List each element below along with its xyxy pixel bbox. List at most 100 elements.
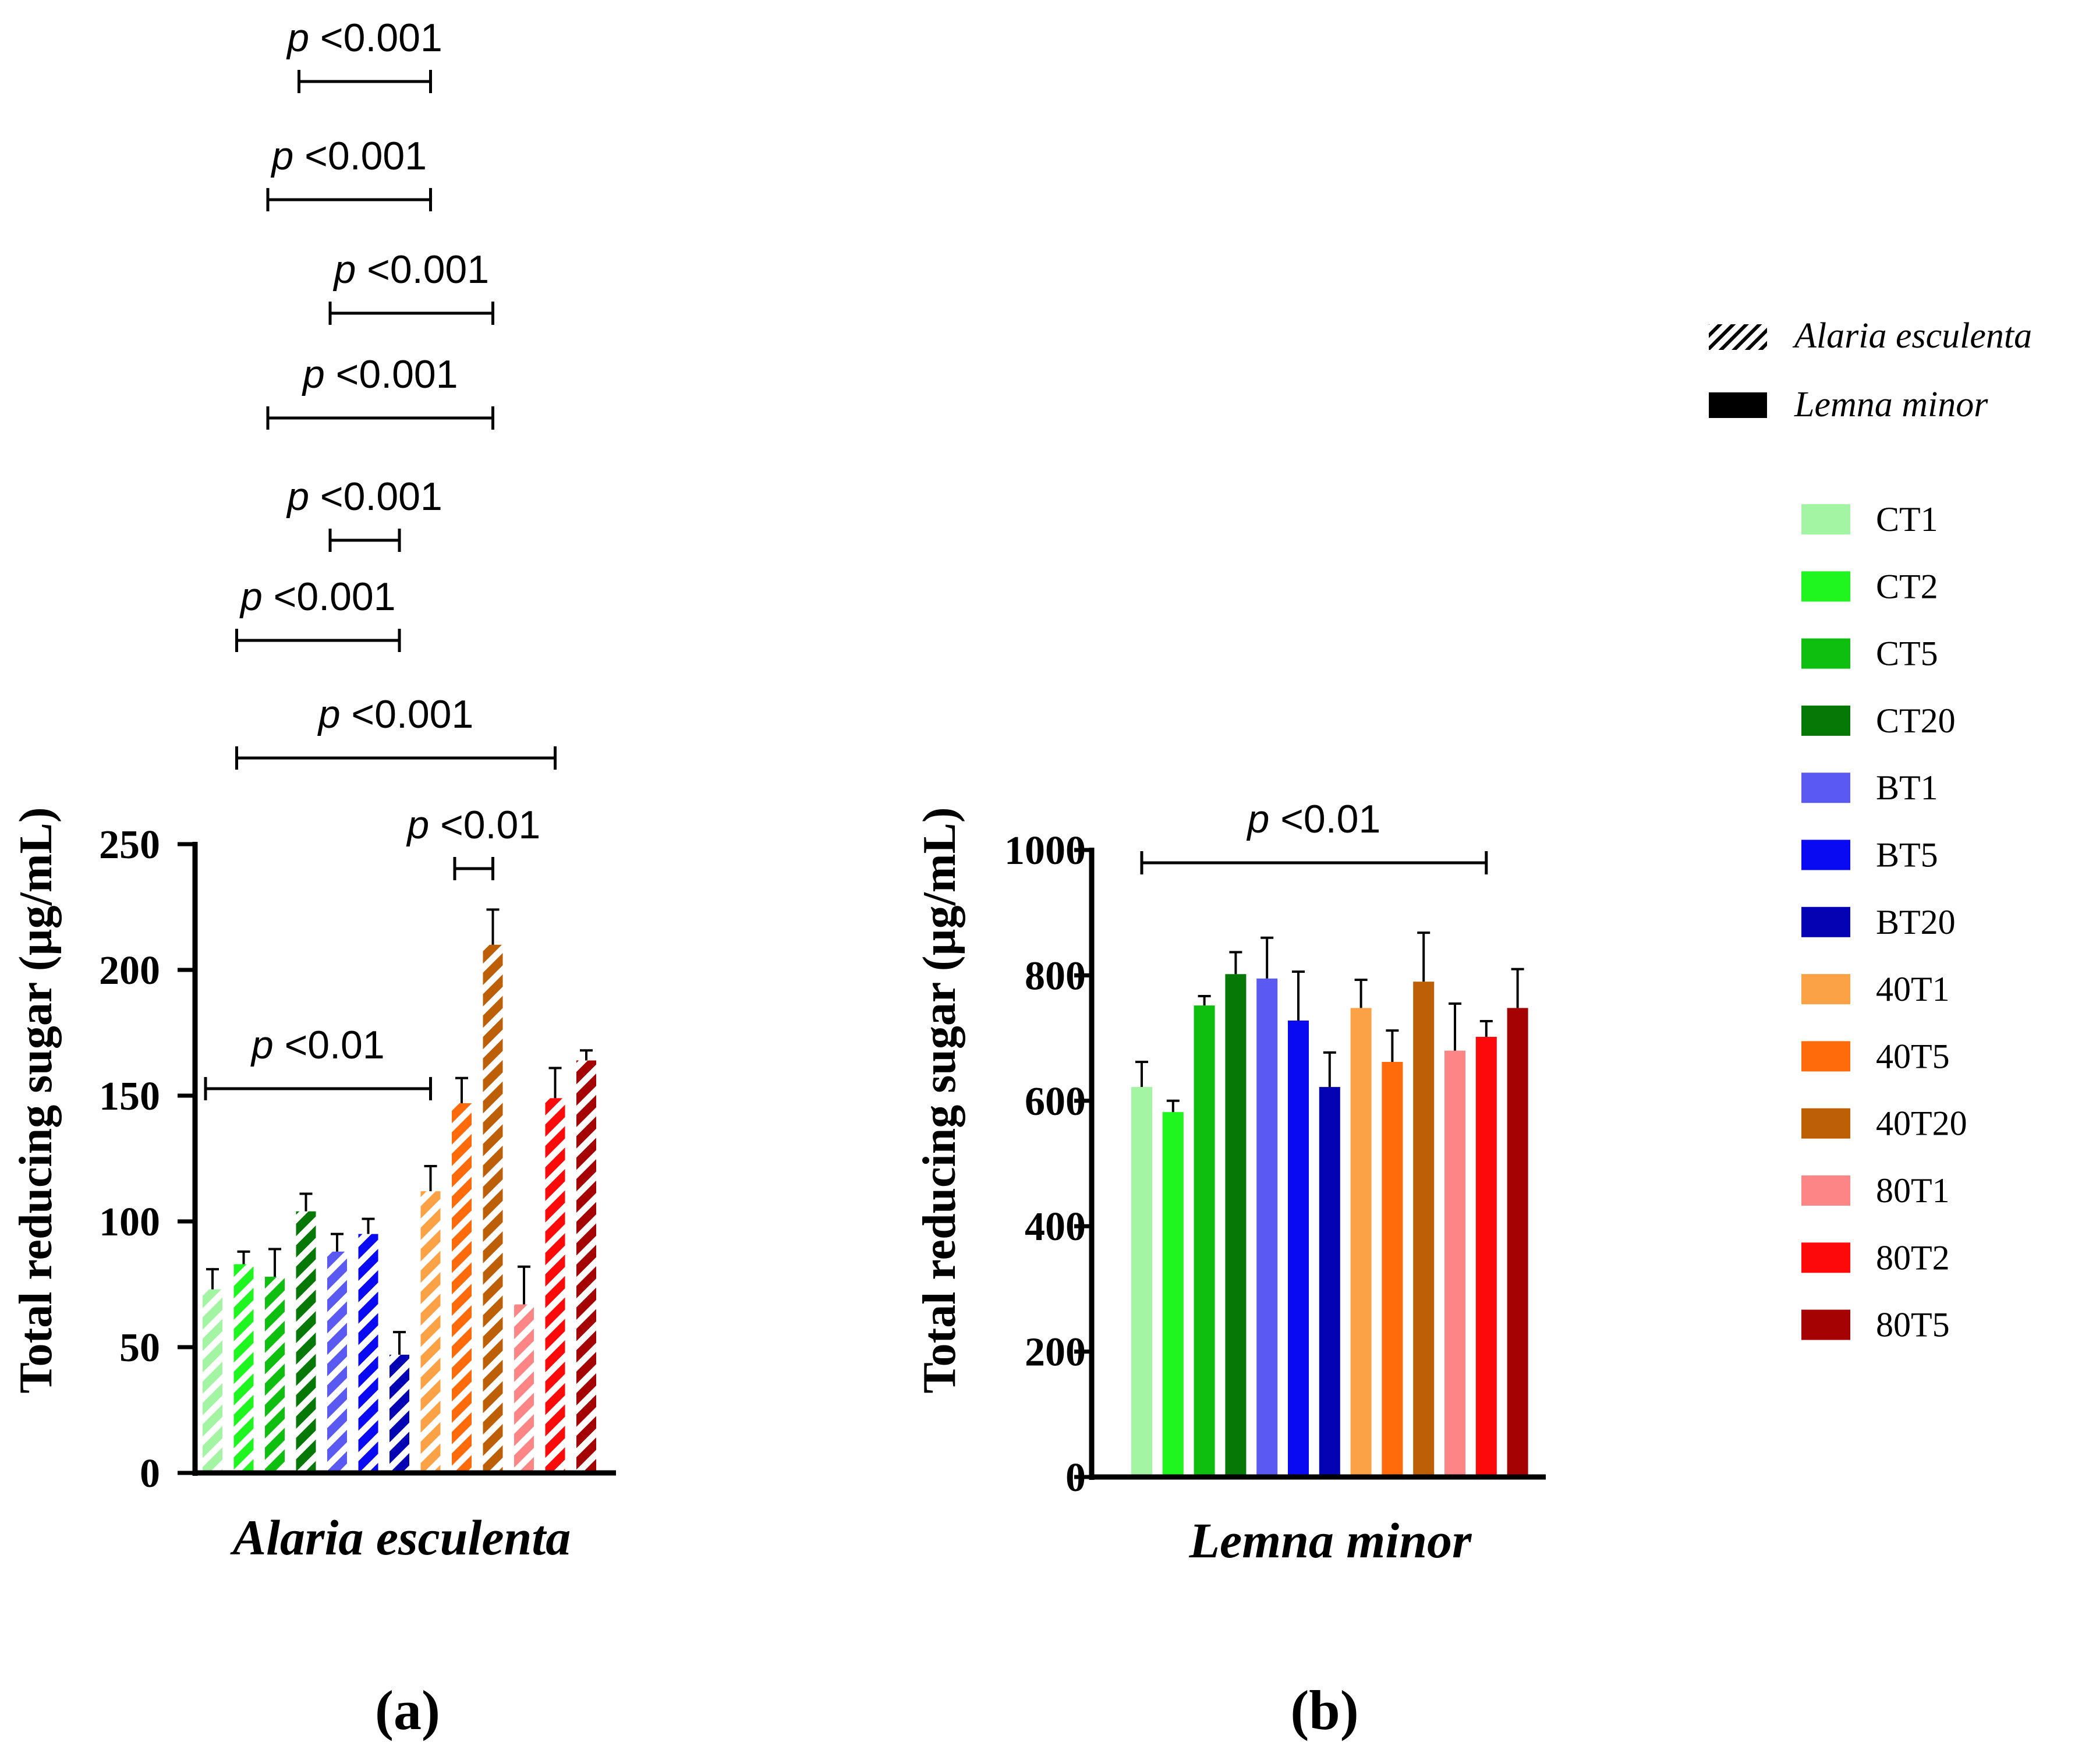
y-tick-label-b-0: 0 bbox=[1065, 1455, 1086, 1500]
significance-bracket-a-8: p <0.01 bbox=[406, 803, 540, 880]
legend-swatch-80T1 bbox=[1801, 1175, 1850, 1206]
p-value-label: p <0.001 bbox=[286, 474, 442, 519]
chart-panel-b: p <0.01 0 200 400 600 800 1000 Total reducing… bbox=[914, 797, 1546, 1741]
bar-b-BT5 bbox=[1288, 1020, 1309, 1477]
legend-swatch-CT1 bbox=[1801, 504, 1850, 534]
chart-panel-a: p <0.001 p <0.001 p <0.001 p <0.001 p <0.001… bbox=[10, 16, 616, 1741]
y-tick-label-a-150: 150 bbox=[99, 1074, 160, 1119]
p-value-label: p <0.001 bbox=[317, 692, 474, 736]
bar-a-80T2 bbox=[545, 1098, 565, 1473]
legend-item-CT1: CT1 bbox=[1801, 500, 1938, 539]
p-value-label: p <0.01 bbox=[250, 1023, 385, 1067]
legend-swatch-CT20 bbox=[1801, 705, 1850, 736]
bar-b-80T1 bbox=[1444, 1050, 1465, 1477]
p-value-label: p <0.001 bbox=[270, 134, 427, 178]
legend-label-CT20: CT20 bbox=[1876, 702, 1956, 740]
bar-a-CT2 bbox=[233, 1264, 254, 1473]
legend-label-BT20: BT20 bbox=[1876, 903, 1956, 941]
legend-item-CT5: CT5 bbox=[1801, 635, 1938, 673]
legend-swatch-80T5 bbox=[1801, 1309, 1850, 1340]
panel-label-b: (b) bbox=[1290, 1679, 1358, 1741]
legend-item-40T1: 40T1 bbox=[1801, 970, 1950, 1008]
legend-label-CT5: CT5 bbox=[1876, 635, 1938, 673]
y-tick-label-b-800: 800 bbox=[1025, 954, 1086, 998]
legend-item-40T5: 40T5 bbox=[1801, 1037, 1950, 1075]
y-tick-label-a-250: 250 bbox=[99, 823, 160, 867]
y-tick-label-b-1000: 1000 bbox=[1004, 828, 1086, 873]
x-axis-label-a: Alaria esculenta bbox=[230, 1510, 571, 1565]
legend-group-list: CT1 CT2 CT5 CT20 BT1 BT5 BT20 40T1 40T5 40T20 80T1… bbox=[1801, 500, 1967, 1344]
bar-a-80T5 bbox=[576, 1060, 596, 1473]
bar-a-CT5 bbox=[265, 1277, 285, 1473]
significance-annotations-a: p <0.001 p <0.001 p <0.001 p <0.001 p <0.001… bbox=[204, 16, 557, 1100]
legend-label-40T5: 40T5 bbox=[1876, 1037, 1950, 1075]
axes-a: 0 50 100 150 200 250 bbox=[99, 823, 616, 1496]
bar-a-CT20 bbox=[296, 1211, 316, 1473]
bar-b-80T5 bbox=[1507, 1008, 1528, 1477]
legend-label-BT1: BT1 bbox=[1876, 768, 1938, 807]
bar-a-BT1 bbox=[327, 1251, 347, 1473]
legend-item-80T5: 80T5 bbox=[1801, 1306, 1950, 1344]
bar-b-CT5 bbox=[1194, 1005, 1215, 1477]
y-tick-label-a-0: 0 bbox=[140, 1451, 160, 1496]
significance-bracket-b-1: p <0.01 bbox=[1140, 797, 1488, 874]
significance-bracket-a-5: p <0.001 bbox=[286, 474, 442, 552]
bar-b-CT1 bbox=[1131, 1087, 1152, 1477]
bar-a-40T5 bbox=[452, 1103, 472, 1473]
y-tick-label-a-50: 50 bbox=[119, 1326, 160, 1370]
significance-bracket-a-3: p <0.001 bbox=[328, 247, 494, 325]
p-value-label: p <0.01 bbox=[406, 803, 540, 847]
legend-swatch-40T1 bbox=[1801, 974, 1850, 1005]
significance-bracket-a-9: p <0.01 bbox=[204, 1023, 432, 1100]
bar-series-b bbox=[1131, 931, 1528, 1477]
legend-swatch-BT20 bbox=[1801, 906, 1850, 937]
y-tick-label-b-400: 400 bbox=[1025, 1205, 1086, 1249]
legend-item-40T20: 40T20 bbox=[1801, 1104, 1967, 1143]
legend-label-80T2: 80T2 bbox=[1876, 1238, 1950, 1277]
legend-label-80T1: 80T1 bbox=[1876, 1171, 1950, 1210]
legend-label-BT5: BT5 bbox=[1876, 836, 1938, 874]
legend-label-solid: Lemna minor bbox=[1794, 385, 1988, 424]
x-axis-label-b: Lemna minor bbox=[1188, 1512, 1472, 1568]
p-value-label: p <0.001 bbox=[286, 16, 442, 60]
bar-b-80T2 bbox=[1475, 1036, 1497, 1477]
bar-b-CT20 bbox=[1225, 974, 1247, 1477]
p-value-label: p <0.001 bbox=[302, 352, 458, 396]
legend-item-solid: Lemna minor bbox=[1709, 385, 1988, 424]
bar-b-40T5 bbox=[1382, 1062, 1403, 1477]
legend-label-80T5: 80T5 bbox=[1876, 1306, 1950, 1344]
bar-b-CT2 bbox=[1162, 1112, 1184, 1477]
bar-a-80T1 bbox=[514, 1304, 534, 1473]
bar-b-BT20 bbox=[1319, 1087, 1340, 1477]
y-tick-label-a-100: 100 bbox=[99, 1200, 160, 1245]
legend-item-hatched: Alaria esculenta bbox=[1709, 316, 2032, 356]
legend-item-BT1: BT1 bbox=[1801, 768, 1938, 807]
significance-bracket-a-7: p <0.001 bbox=[235, 692, 557, 770]
legend-item-80T2: 80T2 bbox=[1801, 1238, 1950, 1277]
significance-annotations-b: p <0.01 bbox=[1140, 797, 1488, 874]
y-tick-label-a-200: 200 bbox=[99, 948, 160, 993]
y-tick-label-b-200: 200 bbox=[1025, 1330, 1086, 1375]
legend-item-CT20: CT20 bbox=[1801, 702, 1956, 740]
panel-label-a: (a) bbox=[375, 1679, 440, 1741]
y-axis-label-b: Total reducing sugar (µg/mL) bbox=[914, 807, 965, 1394]
legend-label-CT1: CT1 bbox=[1876, 500, 1938, 539]
y-tick-label-b-600: 600 bbox=[1025, 1079, 1086, 1124]
legend-label-hatched: Alaria esculenta bbox=[1792, 316, 2032, 356]
solid-pattern-swatch bbox=[1709, 392, 1767, 418]
legend-swatch-80T2 bbox=[1801, 1242, 1850, 1273]
legend-item-BT20: BT20 bbox=[1801, 903, 1956, 941]
legend: Alaria esculenta Lemna minor CT1CT2CT5CT… bbox=[1709, 316, 2032, 1344]
legend-label-40T1: 40T1 bbox=[1876, 970, 1950, 1008]
bar-b-BT1 bbox=[1256, 978, 1278, 1477]
bar-b-40T20 bbox=[1413, 982, 1435, 1477]
legend-item-CT2: CT2 bbox=[1801, 567, 1938, 605]
legend-swatch-40T20 bbox=[1801, 1108, 1850, 1139]
significance-bracket-a-2: p <0.001 bbox=[266, 134, 432, 211]
significance-bracket-a-1: p <0.001 bbox=[286, 16, 442, 93]
legend-swatch-BT5 bbox=[1801, 840, 1850, 870]
bar-b-40T1 bbox=[1350, 1008, 1372, 1477]
legend-label-CT2: CT2 bbox=[1876, 567, 1938, 605]
legend-swatch-40T5 bbox=[1801, 1041, 1850, 1072]
